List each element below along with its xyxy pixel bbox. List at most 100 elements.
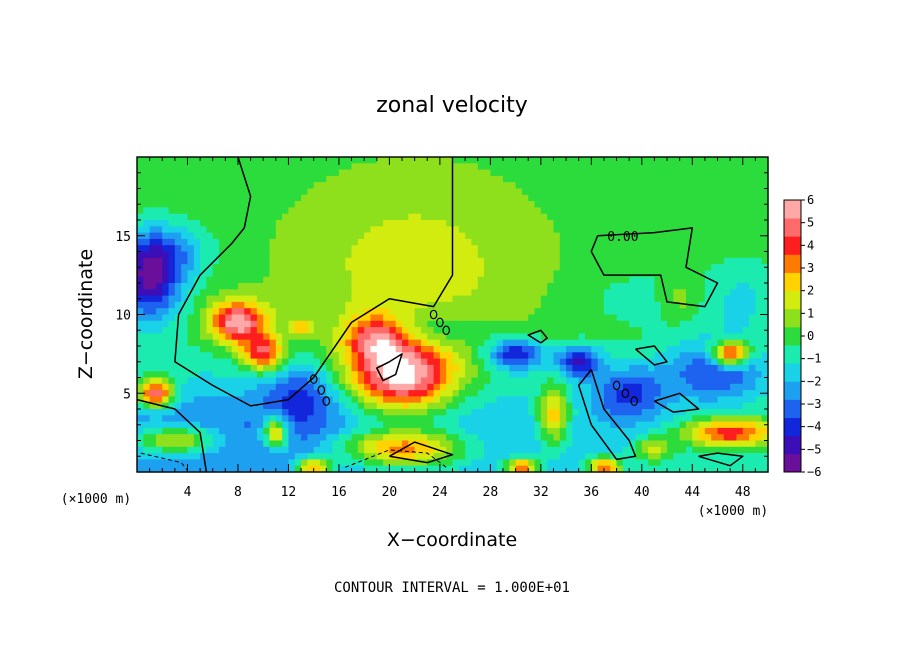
heatmap-cell — [496, 238, 504, 246]
heatmap-cell — [414, 364, 422, 372]
heatmap-cell — [641, 358, 649, 366]
heatmap-cell — [717, 295, 725, 303]
heatmap-cell — [200, 415, 208, 423]
heatmap-cell — [755, 339, 763, 347]
heatmap-cell — [534, 220, 542, 227]
heatmap-cell — [578, 163, 586, 171]
heatmap-cell — [174, 238, 182, 246]
heatmap-cell — [585, 446, 592, 454]
heatmap-cell — [698, 232, 706, 240]
heatmap-cell — [212, 295, 220, 303]
heatmap-cell — [237, 213, 245, 221]
heatmap-cell — [439, 232, 447, 240]
heatmap-cell — [269, 371, 277, 379]
heatmap-cell — [446, 314, 454, 322]
heatmap-cell — [345, 207, 353, 215]
heatmap-cell — [408, 182, 416, 190]
heatmap-cell — [256, 245, 264, 253]
heatmap-cell — [515, 283, 523, 290]
heatmap-cell — [635, 201, 643, 208]
heatmap-cell — [458, 257, 466, 265]
heatmap-cell — [402, 415, 409, 423]
heatmap-cell — [553, 364, 561, 372]
heatmap-cell — [162, 163, 170, 171]
heatmap-cell — [313, 226, 321, 234]
heatmap-cell — [420, 440, 428, 448]
heatmap-cell — [414, 283, 422, 290]
heatmap-cell — [723, 220, 731, 227]
heatmap-cell — [402, 245, 409, 253]
heatmap-cell — [237, 226, 245, 234]
heatmap-cell — [427, 188, 435, 196]
heatmap-cell — [433, 301, 441, 309]
heatmap-cell — [420, 320, 428, 328]
heatmap-cell — [231, 226, 239, 234]
heatmap-cell — [458, 409, 466, 416]
heatmap-cell — [326, 238, 334, 246]
heatmap-cell — [143, 257, 151, 265]
heatmap-cell — [502, 427, 510, 435]
heatmap-cell — [717, 314, 725, 322]
heatmap-cell — [749, 226, 756, 234]
heatmap-cell — [654, 427, 662, 435]
heatmap-cell — [736, 283, 744, 290]
heatmap-cell — [566, 257, 573, 265]
heatmap-cell — [137, 194, 144, 202]
heatmap-cell — [616, 358, 624, 366]
heatmap-cell — [616, 283, 624, 290]
heatmap-cell — [433, 238, 441, 246]
heatmap-cell — [364, 289, 372, 297]
heatmap-cell — [143, 232, 151, 240]
heatmap-cell — [742, 257, 750, 265]
heatmap-cell — [629, 289, 637, 297]
heatmap-cell — [282, 465, 290, 473]
heatmap-cell — [338, 301, 346, 309]
heatmap-cell — [711, 238, 719, 246]
heatmap-cell — [635, 238, 643, 246]
heatmap-cell — [566, 427, 573, 435]
heatmap-cell — [471, 415, 479, 423]
heatmap-cell — [282, 163, 290, 171]
heatmap-cell — [490, 453, 498, 460]
heatmap-cell — [225, 377, 233, 385]
heatmap-cell — [496, 409, 504, 416]
heatmap-cell — [313, 459, 321, 467]
heatmap-cell — [654, 377, 662, 385]
heatmap-cell — [692, 327, 700, 334]
heatmap-cell — [648, 364, 656, 372]
heatmap-cell — [616, 245, 624, 253]
heatmap-cell — [622, 220, 630, 227]
heatmap-cell — [547, 264, 555, 271]
heatmap-cell — [477, 301, 485, 309]
heatmap-cell — [465, 220, 473, 227]
heatmap-cell — [389, 390, 397, 397]
heatmap-cell — [364, 339, 372, 347]
heatmap-cell — [635, 295, 643, 303]
heatmap-cell — [351, 402, 359, 410]
heatmap-cell — [414, 390, 422, 397]
heatmap-cell — [225, 232, 233, 240]
heatmap-cell — [200, 409, 208, 416]
heatmap-cell — [193, 352, 201, 360]
heatmap-cell — [547, 427, 555, 435]
heatmap-cell — [357, 320, 365, 328]
heatmap-cell — [137, 440, 144, 448]
heatmap-cell — [193, 409, 201, 416]
heatmap-cell — [263, 358, 271, 366]
heatmap-cell — [168, 459, 176, 467]
heatmap-cell — [237, 251, 245, 259]
heatmap-cell — [610, 390, 618, 397]
heatmap-cell — [755, 213, 763, 221]
heatmap-cell — [326, 169, 334, 177]
heatmap-cell — [679, 213, 687, 221]
heatmap-cell — [471, 346, 479, 353]
heatmap-cell — [660, 465, 668, 473]
heatmap-cell — [704, 289, 712, 297]
heatmap-cell — [521, 289, 529, 297]
heatmap-cell — [282, 377, 290, 385]
heatmap-cell — [616, 459, 624, 467]
heatmap-cell — [616, 226, 624, 234]
heatmap-cell — [446, 257, 454, 265]
heatmap-cell — [427, 207, 435, 215]
heatmap-cell — [301, 201, 308, 208]
